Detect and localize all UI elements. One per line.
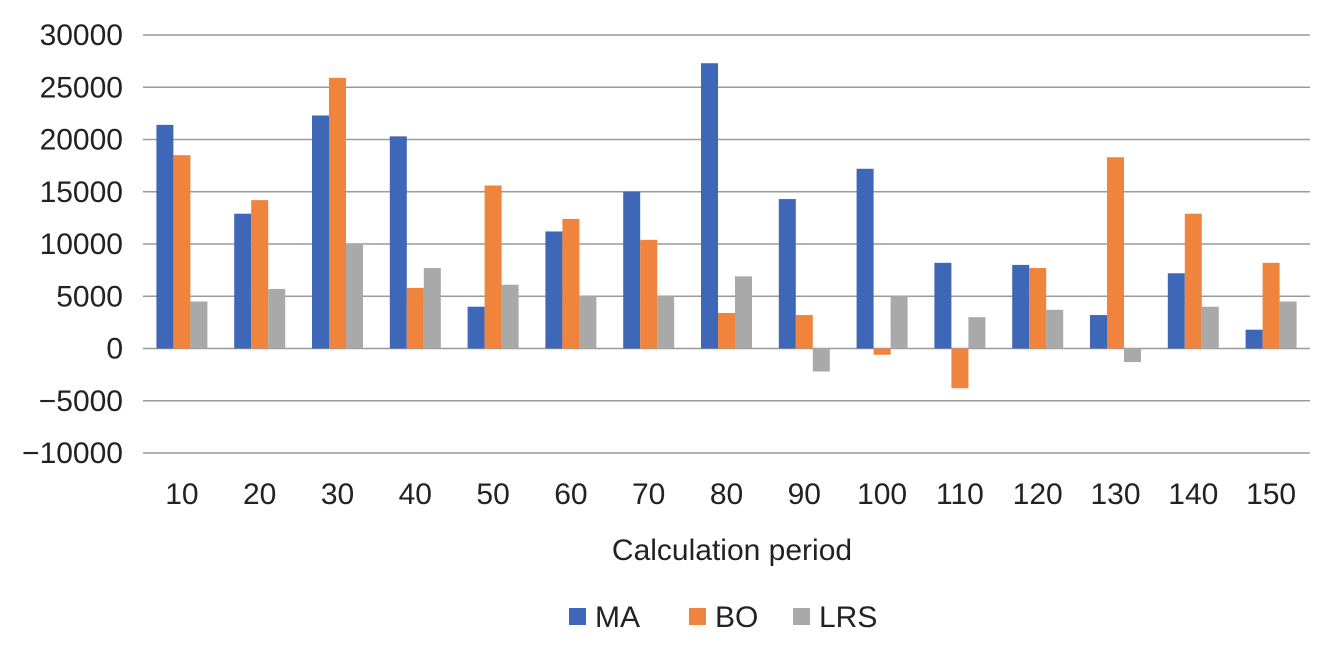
y-tick-label: 10000 <box>40 228 123 261</box>
bar-ma-100 <box>856 168 874 349</box>
legend-swatch-ma <box>569 608 586 625</box>
legend-swatch-bo <box>689 608 706 625</box>
bar-bo-130 <box>1107 157 1124 349</box>
bar-lrs-120 <box>1046 309 1064 349</box>
bar-ma-30 <box>312 115 329 349</box>
x-tick-label: 10 <box>165 478 198 511</box>
y-tick-label: 25000 <box>40 71 123 104</box>
x-tick-label: 140 <box>1168 478 1218 511</box>
bar-ma-40 <box>389 136 407 349</box>
bar-lrs-110 <box>968 317 986 349</box>
x-tick-label: 80 <box>710 478 743 511</box>
bar-bo-70 <box>640 239 658 349</box>
y-axis: 30000 25000 20000 15000 10000 5000 0 −5000 −1000… <box>22 19 123 470</box>
bar-lrs-60 <box>579 296 597 349</box>
bar-bo-40 <box>406 287 424 349</box>
legend-label-lrs: LRS <box>819 601 877 634</box>
bar-ma-70 <box>623 191 641 349</box>
bar-bo-100 <box>873 348 891 355</box>
bar-bo-60 <box>562 218 580 349</box>
legend-label-ma: MA <box>595 601 640 634</box>
bars <box>156 63 1297 389</box>
bar-ma-80 <box>701 63 718 349</box>
bar-ma-140 <box>1167 273 1185 349</box>
x-tick-label: 70 <box>632 478 665 511</box>
bar-ma-10 <box>156 124 174 349</box>
bar-ma-120 <box>1012 264 1030 349</box>
x-tick-label: 90 <box>788 478 821 511</box>
bar-lrs-50 <box>501 284 519 349</box>
legend-label-bo: BO <box>715 601 758 634</box>
x-tick-label: 20 <box>243 478 276 511</box>
bar-bo-150 <box>1262 262 1280 349</box>
y-tick-label: 20000 <box>40 124 123 157</box>
y-tick-label: 30000 <box>40 19 123 52</box>
x-tick-label: 100 <box>857 478 907 511</box>
bar-bo-80 <box>718 312 735 349</box>
bar-ma-110 <box>934 262 952 349</box>
bar-lrs-150 <box>1279 301 1297 349</box>
y-tick-label: −10000 <box>22 437 123 470</box>
bar-lrs-90 <box>812 348 830 372</box>
bar-bo-10 <box>173 155 191 349</box>
bar-lrs-100 <box>890 296 908 349</box>
x-axis: 10 20 30 40 50 60 70 80 90 100 110 120 130 140 150 <box>165 478 1296 511</box>
bar-lrs-140 <box>1201 306 1219 349</box>
x-axis-title: Calculation period <box>612 534 852 567</box>
bar-ma-130 <box>1090 315 1107 349</box>
bar-bo-110 <box>951 348 969 389</box>
bar-ma-50 <box>467 306 485 349</box>
legend: MA BO LRS <box>569 601 877 634</box>
bar-bo-120 <box>1029 268 1047 349</box>
x-tick-label: 50 <box>476 478 509 511</box>
y-tick-label: 0 <box>106 333 123 366</box>
bar-lrs-40 <box>423 268 441 349</box>
y-tick-label: 5000 <box>56 280 123 313</box>
bar-bo-140 <box>1184 213 1202 349</box>
bar-bo-20 <box>251 200 269 349</box>
bar-lrs-20 <box>268 288 286 349</box>
x-tick-label: 40 <box>399 478 432 511</box>
bar-bo-50 <box>484 185 502 349</box>
bar-lrs-130 <box>1124 348 1141 363</box>
legend-swatch-lrs <box>793 608 810 625</box>
bar-lrs-70 <box>657 296 675 349</box>
y-tick-label: 15000 <box>40 176 123 209</box>
bar-ma-60 <box>545 231 563 349</box>
bar-ma-90 <box>778 199 796 349</box>
bar-lrs-30 <box>346 244 363 349</box>
bar-ma-20 <box>234 213 252 349</box>
bar-lrs-80 <box>735 276 752 349</box>
x-tick-label: 150 <box>1246 478 1296 511</box>
bar-ma-150 <box>1245 329 1263 349</box>
bar-lrs-10 <box>190 301 208 349</box>
x-tick-label: 60 <box>554 478 587 511</box>
x-tick-label: 110 <box>936 478 984 511</box>
x-tick-label: 120 <box>1013 478 1063 511</box>
x-tick-label: 30 <box>321 478 354 511</box>
y-tick-label: −5000 <box>39 385 123 418</box>
x-tick-label: 130 <box>1090 478 1140 511</box>
bar-bo-90 <box>795 315 813 349</box>
bar-bo-30 <box>329 77 346 349</box>
